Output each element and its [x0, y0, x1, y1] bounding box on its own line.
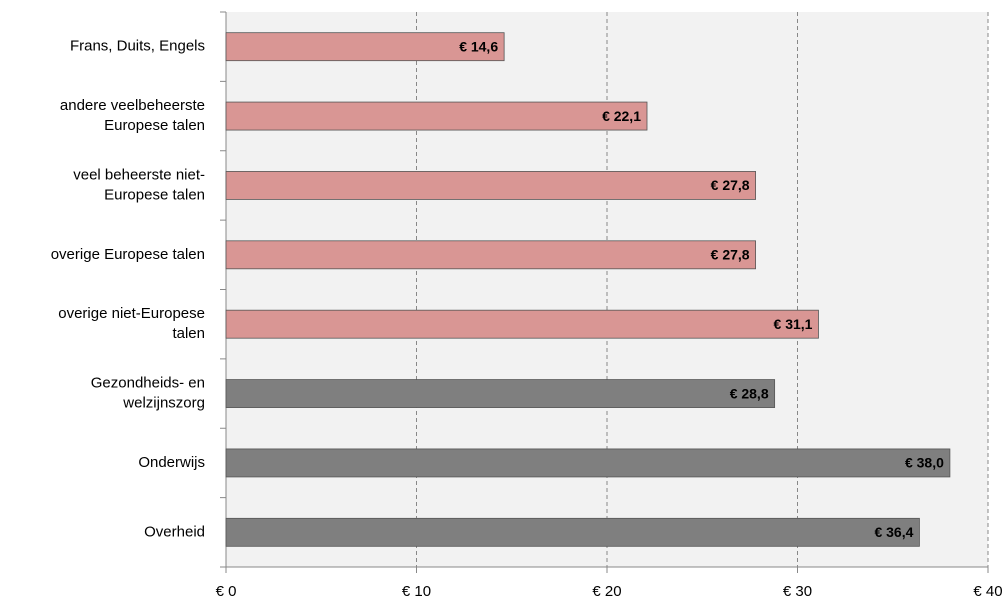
value-label: € 28,8	[730, 385, 769, 401]
value-label: € 27,8	[711, 247, 750, 263]
y-tick-label: andere veelbeheerste Europese talen	[60, 97, 205, 134]
x-tick-label: € 40	[973, 583, 1002, 600]
bar	[225, 448, 951, 478]
bar	[225, 32, 505, 62]
x-tick-label: € 30	[783, 583, 812, 600]
value-label: € 36,4	[874, 524, 913, 540]
x-tick-label: € 10	[402, 583, 431, 600]
y-tick-label: overige Europese talen	[51, 246, 205, 263]
value-label: € 22,1	[602, 108, 641, 124]
bar	[225, 309, 819, 339]
value-label: € 38,0	[905, 455, 944, 471]
y-tick-label: veel beheerste niet-Europese talen	[73, 166, 205, 203]
bar	[225, 171, 756, 200]
bar	[225, 101, 648, 131]
bar	[225, 517, 920, 547]
y-tick-label: overige niet-Europese talen	[58, 305, 205, 342]
value-label: € 31,1	[774, 316, 813, 332]
value-label: € 14,6	[459, 38, 498, 54]
y-tick-label: Frans, Duits, Engels	[70, 38, 205, 55]
y-tick-label: Overheid	[144, 523, 205, 540]
bar	[225, 379, 776, 408]
y-tick-label: Onderwijs	[138, 454, 205, 471]
value-label: € 27,8	[711, 177, 750, 193]
y-tick-label: Gezondheids- en welzijnszorg	[91, 375, 205, 412]
x-tick-label: € 0	[216, 583, 237, 600]
bar	[225, 240, 756, 270]
x-tick-label: € 20	[592, 583, 621, 600]
